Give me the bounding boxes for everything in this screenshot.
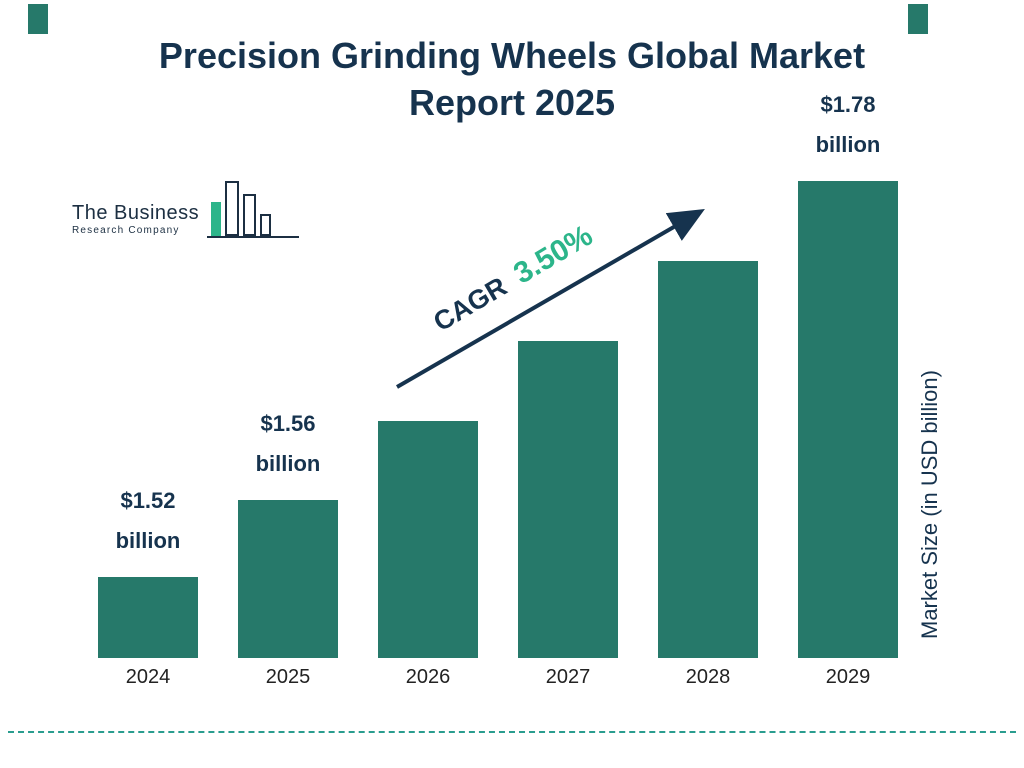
bottom-dashed-divider (8, 731, 1016, 733)
x-axis-label-2025: 2025 (265, 666, 311, 688)
corner-accent-left (28, 4, 48, 34)
bar-2029 (798, 181, 898, 658)
x-axis-label-2024: 2024 (125, 666, 171, 688)
x-axis-label-2028: 2028 (685, 666, 731, 688)
bar-column-2025: $1.56 billion (238, 404, 338, 658)
bar-column-2029: $1.78 billion (798, 85, 898, 658)
company-logo: The Business Research Company (72, 178, 300, 238)
bar-2025 (238, 500, 338, 658)
x-axis: 2024 2025 2026 2027 2028 2029 (98, 666, 898, 689)
logo-bar-icon (225, 181, 240, 236)
company-name: The Business (72, 202, 200, 224)
bar-value-amount: $1.56 (260, 411, 316, 436)
bar-value-label: $1.78 billion (816, 85, 881, 165)
bar-2028 (658, 261, 758, 658)
page-title-line-1: Precision Grinding Wheels Global Market (158, 35, 866, 76)
bar-value-unit: billion (815, 132, 881, 157)
bar-value-amount: $1.78 (820, 92, 876, 117)
page-title-line-2: Report 2025 (408, 82, 616, 123)
bar-column-2028 (658, 245, 758, 658)
logo-bar-icon (260, 214, 272, 236)
bar-value-unit: billion (255, 451, 321, 476)
bar-chart-logo-icon (207, 178, 300, 238)
page-title: Precision Grinding Wheels Global Market … (0, 32, 1024, 126)
x-axis-label-2027: 2027 (545, 666, 591, 688)
bar-value-amount: $1.52 (120, 488, 176, 513)
bar-column-2026 (378, 405, 478, 658)
x-axis-label-2026: 2026 (405, 666, 451, 688)
bar-2026 (378, 421, 478, 658)
bar-2027 (518, 341, 618, 658)
logo-bar-icon (243, 194, 257, 236)
bar-column-2027 (518, 325, 618, 658)
bar-2024 (98, 577, 198, 658)
x-axis-label-2029: 2029 (825, 666, 871, 688)
company-subname: Research Company (72, 225, 180, 236)
bar-value-label: $1.52 billion (116, 481, 181, 561)
bar-value-label: $1.56 billion (256, 404, 321, 484)
bar-value-unit: billion (115, 528, 181, 553)
logo-bar-icon (211, 202, 222, 236)
corner-accent-right (908, 4, 928, 34)
company-logo-text: The Business Research Company (72, 202, 199, 238)
bar-column-2024: $1.52 billion (98, 481, 198, 658)
y-axis-label: Market Size (in USD billion) (917, 370, 942, 640)
bar-chart: $1.52 billion $1.56 billion (98, 85, 898, 658)
